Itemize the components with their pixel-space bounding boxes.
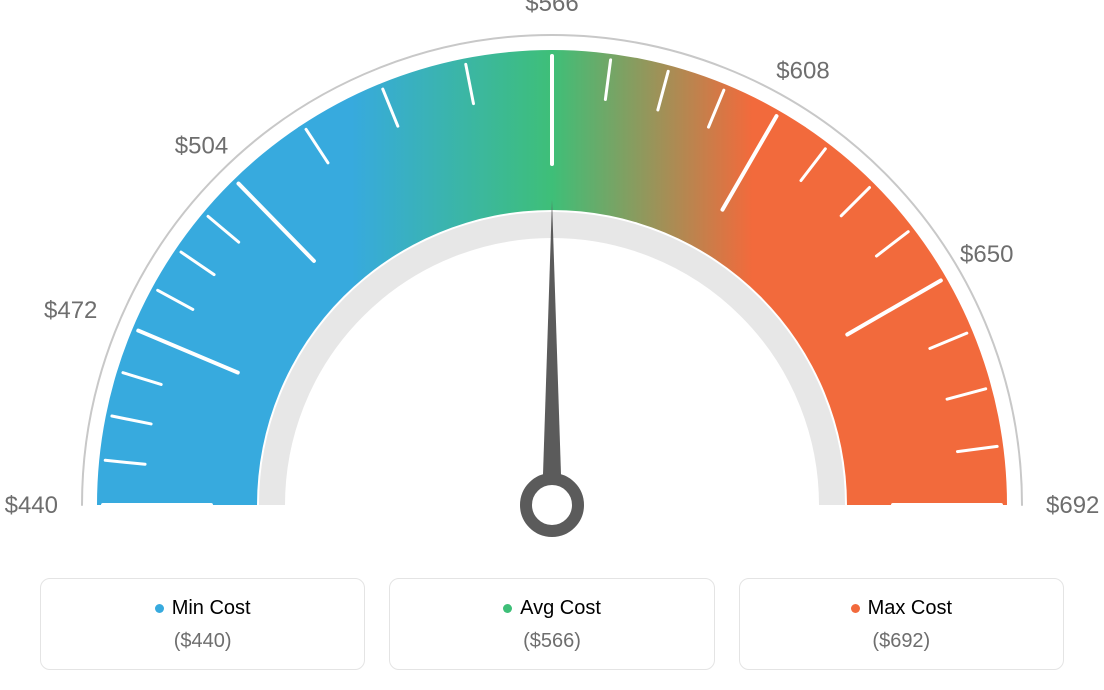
gauge-chart: $440 $472 $504 $566 $608 $650 $692 (0, 0, 1104, 570)
legend-value-max: ($692) (750, 630, 1053, 653)
legend-title-min: Min Cost (155, 597, 251, 620)
svg-text:$692: $692 (1046, 492, 1099, 519)
svg-text:$566: $566 (525, 0, 578, 17)
dot-icon (155, 604, 164, 613)
legend-title-avg: Avg Cost (503, 597, 601, 620)
svg-text:$440: $440 (5, 492, 58, 519)
legend-label: Avg Cost (520, 597, 601, 620)
svg-text:$472: $472 (44, 297, 97, 324)
legend-value-min: ($440) (51, 630, 354, 653)
legend-row: Min Cost ($440) Avg Cost ($566) Max Cost… (0, 578, 1104, 670)
legend-card-min: Min Cost ($440) (40, 578, 365, 670)
legend-card-avg: Avg Cost ($566) (389, 578, 714, 670)
svg-text:$650: $650 (960, 241, 1013, 268)
svg-text:$608: $608 (776, 57, 829, 84)
dot-icon (851, 604, 860, 613)
legend-card-max: Max Cost ($692) (739, 578, 1064, 670)
dot-icon (503, 604, 512, 613)
legend-value-avg: ($566) (400, 630, 703, 653)
svg-text:$504: $504 (175, 133, 228, 160)
legend-label: Max Cost (868, 597, 952, 620)
gauge-svg: $440 $472 $504 $566 $608 $650 $692 (0, 0, 1104, 570)
legend-title-max: Max Cost (851, 597, 952, 620)
legend-label: Min Cost (172, 597, 251, 620)
